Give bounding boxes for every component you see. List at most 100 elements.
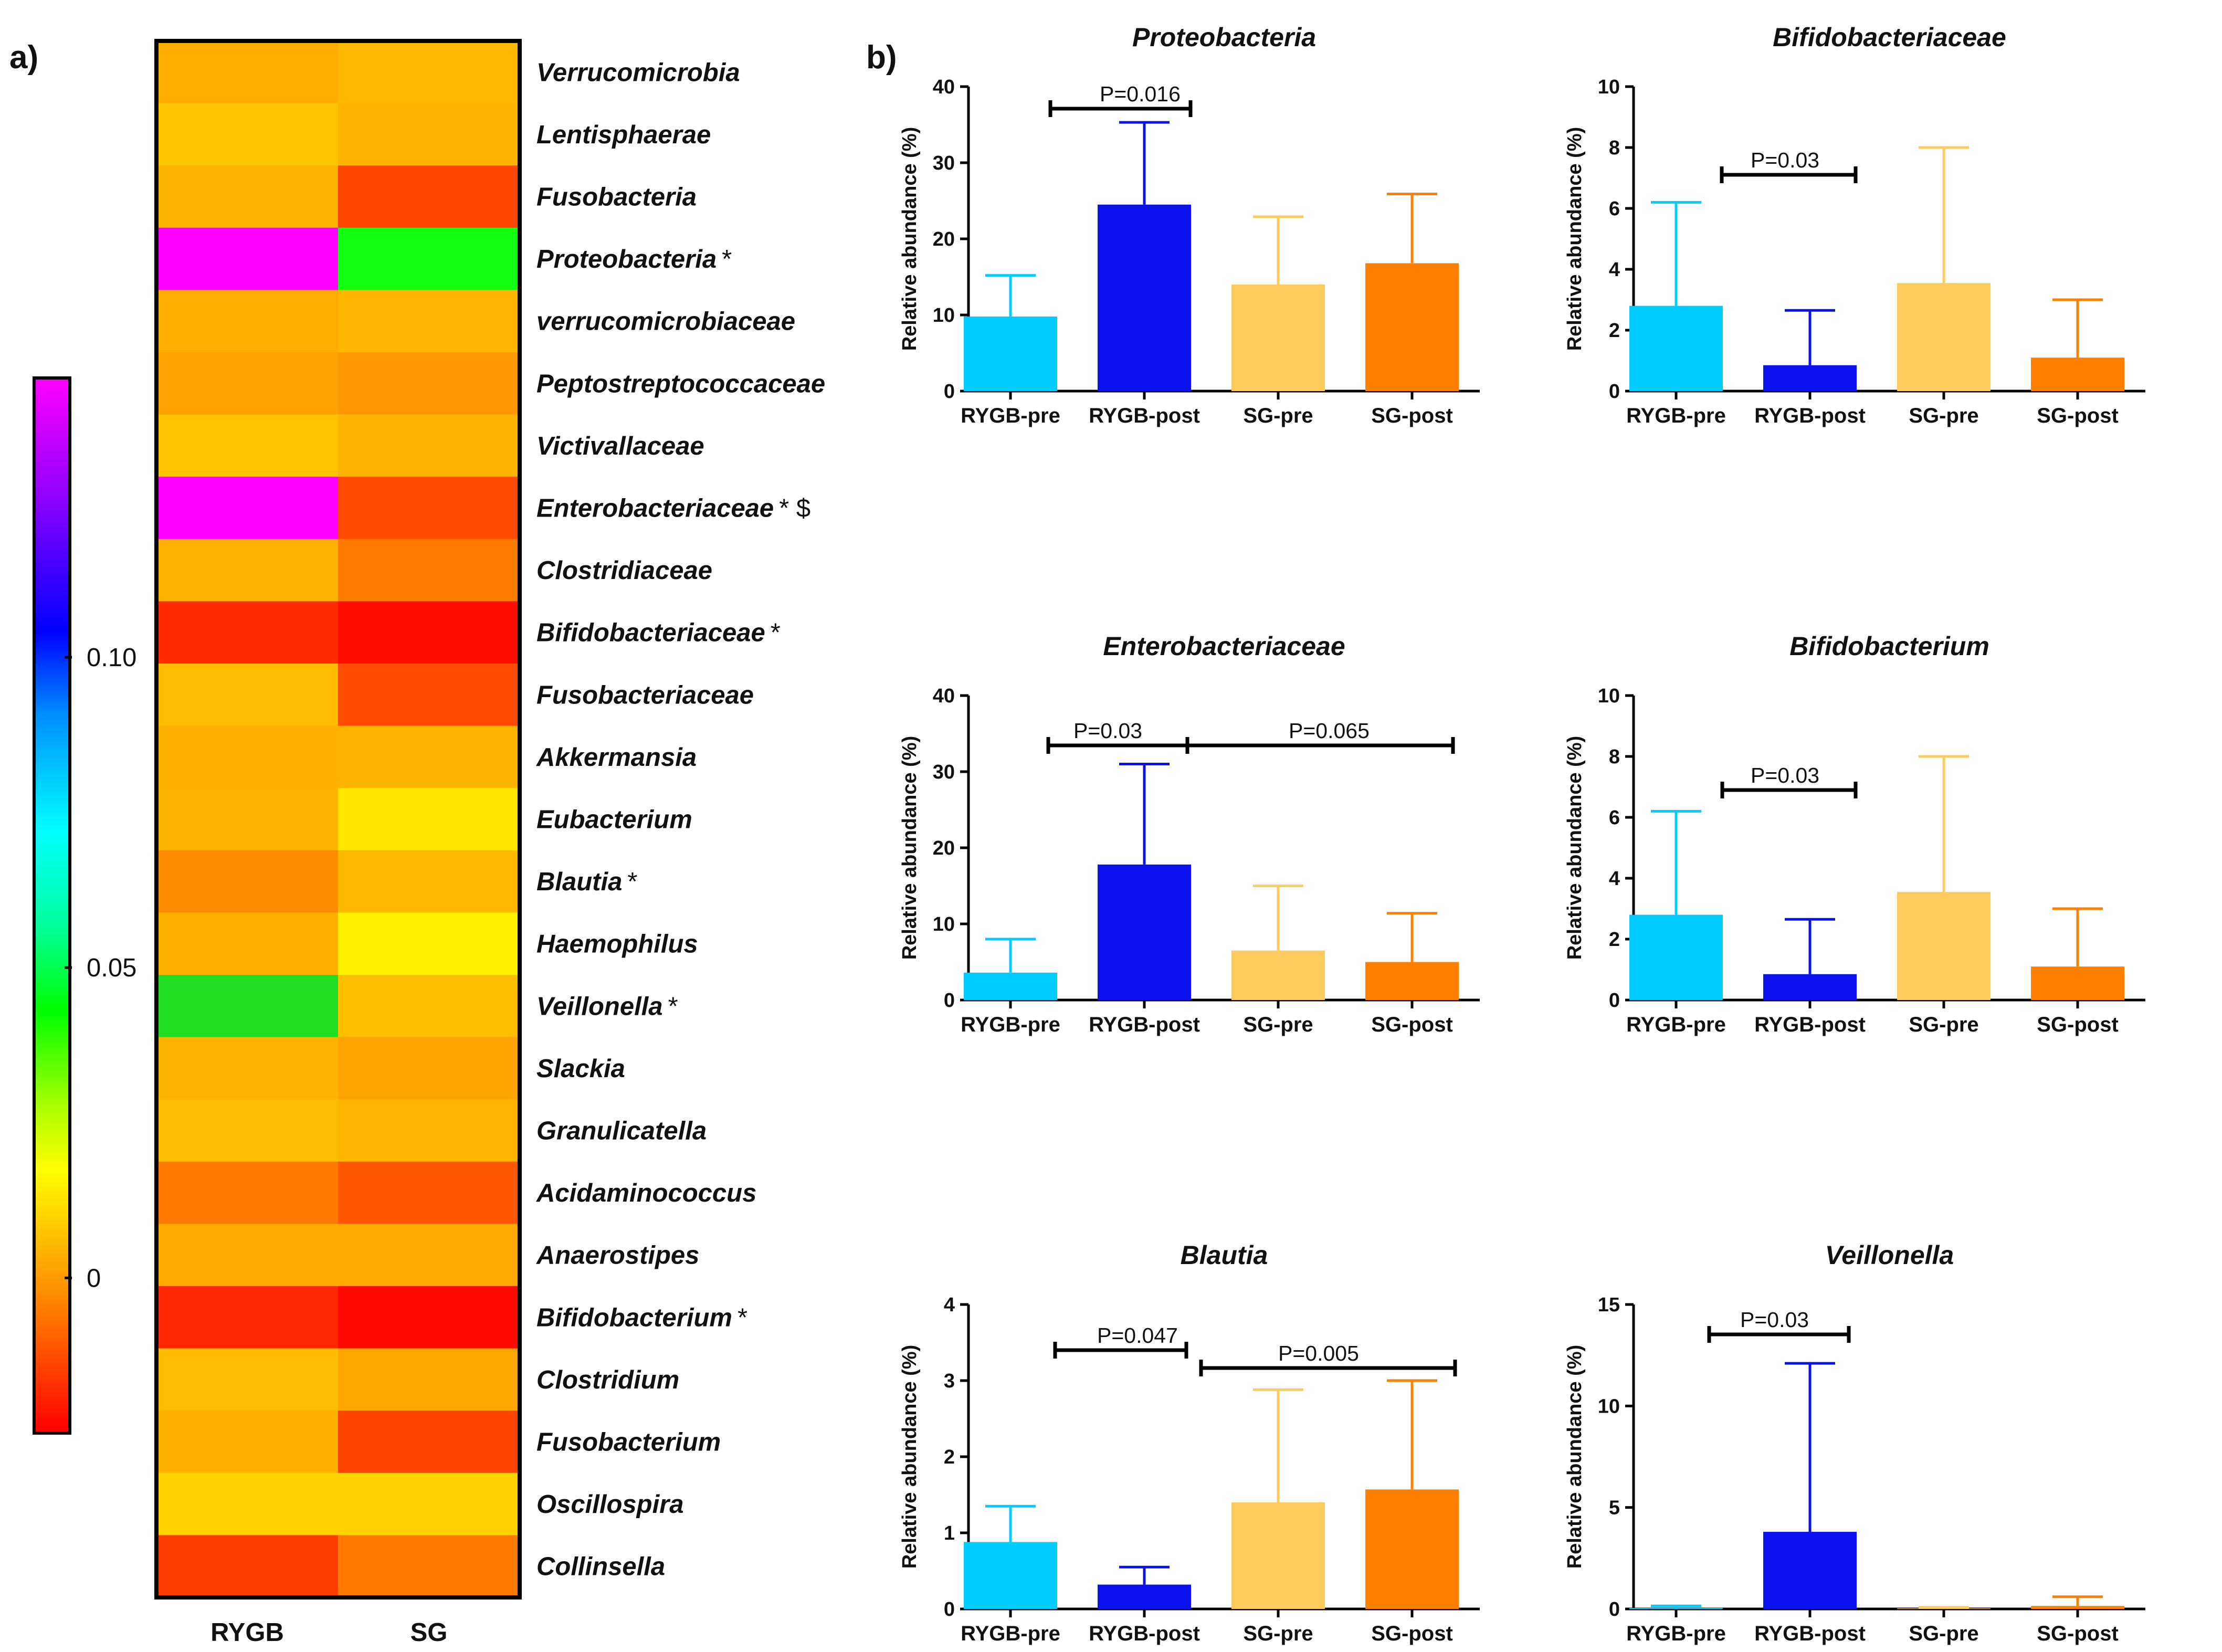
heatmap-cell-collinsella-rygb: [156, 1535, 339, 1598]
heatmap-cell-granulicatella-rygb: [156, 1099, 339, 1162]
y-tick-label-40: 40: [933, 76, 955, 98]
y-tick-label-10: 10: [1598, 76, 1620, 98]
x-tick-label-rygb-pre: RYGB-pre: [1626, 404, 1726, 427]
heatmap-cell-fusobacterium-rygb: [156, 1411, 339, 1474]
x-tick-label-sg-pre: SG-pre: [1243, 404, 1313, 427]
y-axis-label: Relative abundance (%): [1564, 127, 1586, 351]
bar-rygb-post: [1098, 204, 1191, 391]
y-axis-label: Relative abundance (%): [899, 127, 921, 351]
heatmap-cell-victivallaceae-rygb: [156, 414, 339, 477]
heatmap-cell-blautia-sg: [338, 850, 520, 913]
y-tick-label-10: 10: [1598, 1395, 1620, 1417]
bar-rygb-pre: [1629, 914, 1723, 1000]
colorbar-gradient: [33, 376, 71, 1435]
x-tick-label-sg-pre: SG-pre: [1909, 1013, 1978, 1036]
taxon-label-granulicatella: Granulicatella: [536, 1117, 707, 1145]
heatmap-border: [154, 39, 522, 1600]
taxon-label-enterobacteriaceae: Enterobacteriaceae * $: [536, 494, 810, 523]
bar-rygb-pre: [964, 1542, 1057, 1609]
heatmap-cell-anaerostipes-rygb: [156, 1224, 339, 1287]
taxon-label-oscillospira: Oscillospira: [536, 1490, 684, 1519]
taxon-label-collinsella: Collinsella: [536, 1553, 665, 1581]
p-value-label-1: P=0.03: [1073, 719, 1142, 743]
bar-sg-pre: [1897, 1608, 1991, 1609]
y-tick-label-0: 0: [944, 381, 955, 403]
y-tick-label-1: 1: [944, 1522, 955, 1544]
y-tick-label-3: 3: [944, 1370, 955, 1392]
heatmap-cell-slackia-sg: [338, 1037, 520, 1100]
heatmap-cell-verrucomicrobiaceae-rygb: [156, 290, 339, 353]
x-tick-label-rygb-pre: RYGB-pre: [961, 1622, 1060, 1645]
heatmap-cell-enterobacteriaceae-sg: [338, 477, 520, 540]
chart-title: Bifidobacterium: [1789, 632, 1989, 661]
y-tick-label-30: 30: [933, 761, 955, 783]
heatmap-column-label-sg: SG: [410, 1618, 448, 1647]
x-tick-label-rygb-post: RYGB-post: [1089, 1622, 1200, 1645]
chart-title: Blautia: [1181, 1240, 1268, 1270]
taxon-label-bifidobacteriaceae: Bifidobacteriaceae *: [536, 619, 781, 647]
heatmap-cell-bifidobacteriaceae-sg: [338, 601, 520, 664]
heatmap-cell-clostridium-rygb: [156, 1348, 339, 1411]
heatmap-cell-granulicatella-sg: [338, 1099, 520, 1162]
heatmap-cell-verrucomicrobiaceae-sg: [338, 290, 520, 353]
heatmap-cell-akkermansia-sg: [338, 725, 520, 788]
significance-mark: *: [668, 992, 678, 1020]
x-tick-label-sg-post: SG-post: [2037, 1013, 2119, 1036]
y-tick-label-10: 10: [1598, 685, 1620, 707]
heatmap-cell-proteobacteria-rygb: [156, 227, 339, 290]
taxon-label-clostridium: Clostridium: [536, 1366, 679, 1394]
taxon-label-victivallaceae: Victivallaceae: [536, 432, 704, 460]
chart-title: Bifidobacteriaceae: [1773, 23, 2006, 52]
bar-rygb-post: [1098, 864, 1191, 1000]
colorbar-tick-label-0-10: 0.10: [87, 644, 136, 672]
y-tick-label-4: 4: [1609, 868, 1620, 890]
y-tick-label-4: 4: [944, 1294, 955, 1316]
heatmap-cell-fusobacteria-sg: [338, 165, 520, 228]
bar-sg-post: [1365, 962, 1459, 1000]
heatmap-cell-clostridiaceae-sg: [338, 539, 520, 602]
taxon-label-verrucomicrobia: Verrucomicrobia: [536, 58, 740, 87]
heatmap-cell-peptostreptococcaceae-rygb: [156, 352, 339, 415]
significance-mark: * $: [779, 494, 810, 523]
x-tick-label-sg-pre: SG-pre: [1243, 1013, 1313, 1036]
taxon-label-lentisphaerae: Lentisphaerae: [536, 121, 711, 149]
y-tick-label-15: 15: [1598, 1294, 1620, 1316]
y-tick-label-0: 0: [1609, 990, 1620, 1012]
bar-rygb-pre: [964, 972, 1057, 1000]
bar-rygb-pre: [1629, 306, 1723, 391]
heatmap-cell-oscillospira-sg: [338, 1472, 520, 1535]
taxon-label-fusobacteria: Fusobacteria: [536, 183, 697, 212]
p-value-label-2: P=0.005: [1278, 1341, 1359, 1365]
y-tick-label-6: 6: [1609, 807, 1620, 829]
heatmap-cell-slackia-rygb: [156, 1037, 339, 1100]
x-tick-label-sg-post: SG-post: [2037, 1622, 2119, 1645]
y-tick-label-20: 20: [933, 228, 955, 250]
p-value-label-1: P=0.047: [1097, 1323, 1178, 1348]
y-tick-label-0: 0: [944, 990, 955, 1012]
heatmap-cell-lentisphaerae-sg: [338, 103, 520, 166]
x-tick-label-rygb-pre: RYGB-pre: [1626, 1622, 1726, 1645]
bar-chart-bifidobacteriaceae: Bifidobacteriaceae Relative abundance (%)…: [1564, 23, 2145, 427]
x-tick-label-rygb-post: RYGB-post: [1754, 1013, 1866, 1036]
y-tick-label-6: 6: [1609, 198, 1620, 220]
heatmap-cell-lentisphaerae-rygb: [156, 103, 339, 166]
heatmap-cell-clostridiaceae-rygb: [156, 539, 339, 602]
x-tick-label-sg-post: SG-post: [1371, 1013, 1453, 1036]
bar-chart-blautia: Blautia Relative abundance (%) 0 1 2 3 4 RYGB-p…: [899, 1240, 1480, 1645]
heatmap-cell-acidaminococcus-sg: [338, 1161, 520, 1224]
x-tick-label-sg-post: SG-post: [1371, 404, 1453, 427]
x-tick-label-rygb-post: RYGB-post: [1754, 1622, 1866, 1645]
bar-sg-pre: [1231, 1502, 1325, 1609]
significance-mark: *: [771, 619, 781, 647]
taxon-label-acidaminococcus: Acidaminococcus: [536, 1179, 756, 1207]
x-tick-label-rygb-pre: RYGB-pre: [961, 1013, 1060, 1036]
bar-chart-veillonella: Veillonella Relative abundance (%) 0 5 10 15 R…: [1564, 1240, 2145, 1645]
heatmap-cell-acidaminococcus-rygb: [156, 1161, 339, 1224]
p-value-label-1: P=0.03: [1751, 148, 1819, 172]
y-axis-label: Relative abundance (%): [899, 736, 921, 960]
y-tick-label-2: 2: [1609, 929, 1620, 951]
taxon-label-bifidobacterium: Bifidobacterium *: [536, 1303, 747, 1332]
heatmap-cell-fusobacteriaceae-sg: [338, 664, 520, 727]
taxon-label-veillonella: Veillonella *: [536, 992, 678, 1020]
heatmap-cell-fusobacteriaceae-rygb: [156, 664, 339, 727]
